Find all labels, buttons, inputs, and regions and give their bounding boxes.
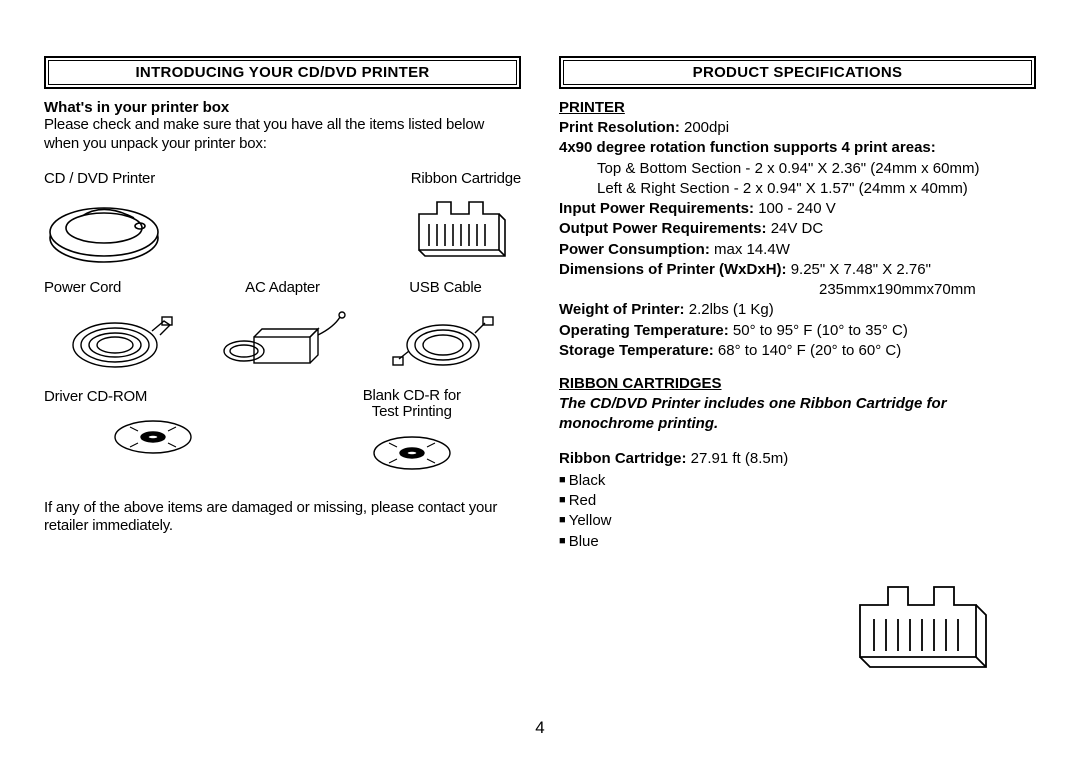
- ac-adapter-icon: [207, 300, 358, 378]
- cd-rom-icon: [44, 409, 263, 465]
- color-black: Black: [559, 471, 1036, 491]
- power-cord-label: Power Cord: [44, 279, 195, 296]
- power-cord-icon: [44, 300, 195, 378]
- item-ac-adapter: AC Adapter: [207, 279, 358, 378]
- spec-rot1: Top & Bottom Section - 2 x 0.94" X 2.36"…: [559, 159, 1036, 179]
- spec-out-power: Output Power Requirements: 24V DC: [559, 219, 1036, 239]
- left-heading-box: INTRODUCING YOUR CD/DVD PRINTER: [44, 56, 521, 89]
- left-column: INTRODUCING YOUR CD/DVD PRINTER What's i…: [44, 56, 521, 760]
- right-column: PRODUCT SPECIFICATIONS PRINTER Print Res…: [559, 56, 1036, 760]
- ribbon-note: The CD/DVD Printer includes one Ribbon C…: [559, 394, 1036, 435]
- ribbon-subhead: RIBBON CARTRIDGES: [559, 375, 1036, 392]
- ribbon-cartridge-icon: [411, 191, 521, 269]
- ribbon-spec: Ribbon Cartridge: 27.91 ft (8.5m): [559, 449, 1036, 469]
- blank-cd-label: Blank CD-R for Test Printing: [303, 388, 522, 421]
- color-blue: Blue: [559, 532, 1036, 552]
- spec-sttemp: Storage Temperature: 68° to 140° F (20° …: [559, 341, 1036, 361]
- left-heading: INTRODUCING YOUR CD/DVD PRINTER: [48, 60, 517, 85]
- spec-weight: Weight of Printer: 2.2lbs (1 Kg): [559, 300, 1036, 320]
- color-red: Red: [559, 491, 1036, 511]
- color-list: Black Red Yellow Blue: [559, 471, 1036, 552]
- item-driver-cd: Driver CD-ROM: [44, 388, 263, 481]
- spec-dims: Dimensions of Printer (WxDxH): 9.25" X 7…: [559, 260, 1036, 280]
- spec-dims2: 235mmx190mmx70mm: [559, 280, 1036, 300]
- right-heading: PRODUCT SPECIFICATIONS: [563, 60, 1032, 85]
- item-usb-cable: USB Cable: [370, 279, 521, 378]
- cd-dvd-printer-icon: [44, 191, 172, 269]
- footer-text: If any of the above items are damaged or…: [44, 499, 521, 537]
- printer-subhead: PRINTER: [559, 99, 1036, 116]
- ribbon-cartridge-large-icon: [850, 579, 1000, 684]
- item-printer: CD / DVD Printer: [44, 170, 172, 269]
- spec-consumption: Power Consumption: max 14.4W: [559, 240, 1036, 260]
- intro-text: Please check and make sure that you have…: [44, 116, 521, 154]
- item-ribbon: Ribbon Cartridge: [411, 170, 521, 269]
- usb-cable-label: USB Cable: [370, 279, 521, 296]
- driver-cd-label: Driver CD-ROM: [44, 388, 263, 405]
- ribbon-label: Ribbon Cartridge: [411, 170, 521, 187]
- spec-rot2: Left & Right Section - 2 x 0.94" X 1.57"…: [559, 179, 1036, 199]
- right-heading-box: PRODUCT SPECIFICATIONS: [559, 56, 1036, 89]
- item-blank-cd: Blank CD-R for Test Printing: [303, 388, 522, 481]
- page-number: 4: [0, 718, 1080, 738]
- color-yellow: Yellow: [559, 511, 1036, 531]
- whats-in-box-subhead: What's in your printer box: [44, 99, 521, 116]
- spec-print-res: Print Resolution: 200dpi: [559, 118, 1036, 138]
- item-power-cord: Power Cord: [44, 279, 195, 378]
- usb-cable-icon: [370, 300, 521, 378]
- spec-rotation: 4x90 degree rotation function supports 4…: [559, 138, 1036, 158]
- spec-in-power: Input Power Requirements: 100 - 240 V: [559, 199, 1036, 219]
- printer-label: CD / DVD Printer: [44, 170, 172, 187]
- blank-cd-icon: [303, 425, 522, 481]
- ac-adapter-label: AC Adapter: [207, 279, 358, 296]
- spec-optemp: Operating Temperature: 50° to 95° F (10°…: [559, 321, 1036, 341]
